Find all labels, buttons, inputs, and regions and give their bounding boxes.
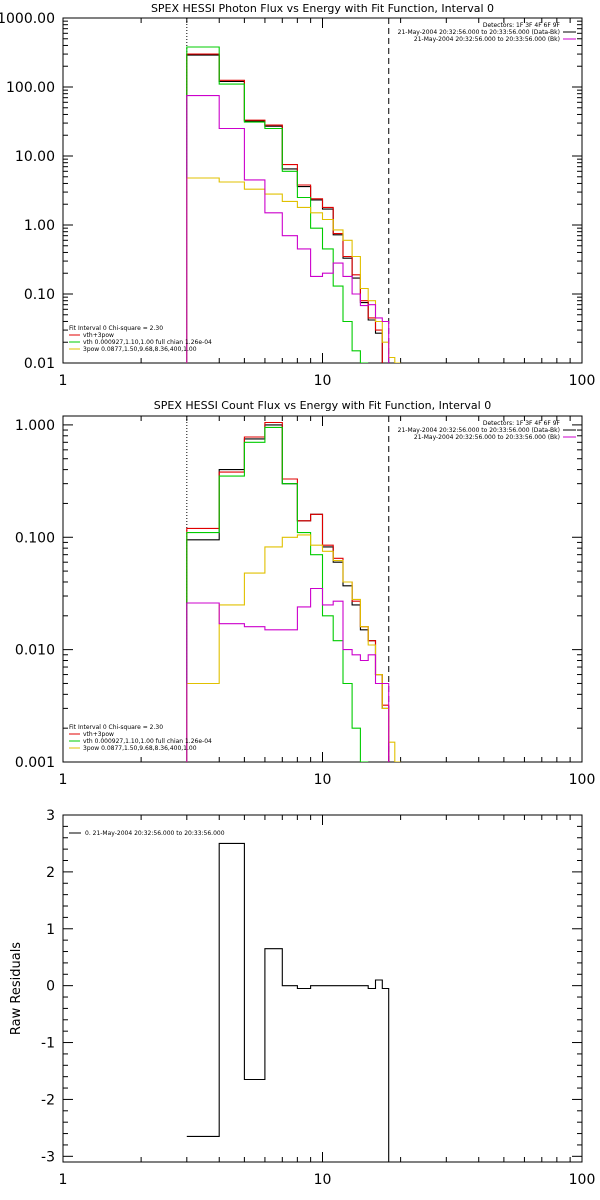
y-tick-label: 1 (46, 922, 55, 938)
plot-frame (62, 17, 583, 364)
y-tick-label: 3 (46, 808, 55, 824)
legend-bottom-left-text: 3pow 0.0877,1.50,9.68,8.36,400,1.00 (83, 346, 197, 353)
series-line-3 (186, 534, 401, 762)
chart-panel-0: SPEX HESSI Photon Flux vs Energy with Fi… (0, 2, 595, 389)
legend-top-right-text: 21-May-2004 20:32:56.000 to 20:33:56.000… (414, 36, 560, 43)
series-line-4 (186, 587, 390, 762)
series-line-3 (186, 177, 401, 363)
x-tick-label: 100 (569, 1172, 596, 1188)
x-tick-label: 100 (569, 373, 596, 389)
legend-top-right-text: 21-May-2004 20:32:56.000 to 20:33:56.000… (398, 29, 560, 36)
y-axis-label: Raw Residuals (9, 942, 24, 1035)
x-tick-label: 1 (59, 1172, 68, 1188)
legend-top-right-text: Detectors: 1F 3F 4F 6F 9F (483, 420, 561, 427)
series-line-2 (186, 426, 369, 762)
x-tick-label: 10 (314, 373, 332, 389)
series-group (186, 842, 390, 1162)
y-tick-label: -3 (41, 1149, 55, 1165)
y-tick-label: 0 (46, 979, 55, 995)
legend-bottom-left-text: vth 0.000927,1.10,1.00 full chian 1.26e-… (83, 738, 212, 745)
series-group (186, 421, 401, 762)
plot-frame (62, 814, 583, 1163)
x-tick-label: 100 (569, 772, 596, 788)
x-tick-label: 10 (314, 1172, 332, 1188)
y-tick-label: 1.00 (24, 218, 55, 234)
series-line-4 (186, 95, 390, 363)
legend-bottom-left-text: 3pow 0.0877,1.50,9.68,8.36,400,1.00 (83, 745, 197, 752)
series-line-2 (186, 46, 369, 363)
y-tick-label: 10.00 (15, 149, 55, 165)
y-tick-label: 0.10 (24, 287, 55, 303)
chart-title: SPEX HESSI Count Flux vs Energy with Fit… (154, 399, 491, 412)
legend-bottom-left-text: Fit Interval 0 Chi-square = 2.30 (69, 724, 163, 731)
y-tick-label: -1 (41, 1036, 55, 1052)
chart-title: SPEX HESSI Photon Flux vs Energy with Fi… (151, 2, 494, 15)
y-tick-label: 0.001 (15, 755, 55, 771)
legend-bottom-left-text: Fit Interval 0 Chi-square = 2.30 (69, 325, 163, 332)
legend-top-left-text: 0. 21-May-2004 20:32:56.000 to 20:33:56.… (85, 830, 225, 837)
y-tick-label: 1000.00 (0, 11, 55, 27)
legend-top-right-text: Detectors: 1F 3F 4F 6F 9F (483, 22, 561, 29)
legend-bottom-left-text: vth+3pow (83, 332, 114, 339)
y-tick-label: 0.100 (15, 530, 55, 546)
series-line-1 (186, 421, 390, 762)
y-tick-label: 100.00 (6, 80, 55, 96)
series-line-1 (186, 53, 383, 363)
x-tick-label: 1 (59, 772, 68, 788)
series-line-0 (186, 424, 390, 762)
chart-panel-2: Raw Residuals 1 10 100 -3 -2 -1 0 1 2 3 0. 21-May-2… (9, 808, 595, 1188)
y-tick-label: 0.01 (24, 356, 55, 372)
x-tick-label: 10 (314, 772, 332, 788)
chart-panel-1: SPEX HESSI Count Flux vs Energy with Fit… (15, 399, 595, 788)
x-tick-label: 1 (59, 373, 68, 389)
y-tick-label: 2 (46, 865, 55, 881)
legend-bottom-left-text: vth 0.000927,1.10,1.00 full chian 1.26e-… (83, 339, 212, 346)
series-line-0 (186, 54, 383, 363)
y-tick-label: -2 (41, 1092, 55, 1108)
series-line-0 (186, 842, 390, 1162)
legend-top-right-text: 21-May-2004 20:32:56.000 to 20:33:56.000… (414, 434, 560, 441)
y-tick-label: 1.000 (15, 418, 55, 434)
series-group (186, 46, 401, 363)
legend-top-right-text: 21-May-2004 20:32:56.000 to 20:33:56.000… (398, 427, 560, 434)
legend-bottom-left-text: vth+3pow (83, 731, 114, 738)
y-tick-label: 0.010 (15, 643, 55, 659)
